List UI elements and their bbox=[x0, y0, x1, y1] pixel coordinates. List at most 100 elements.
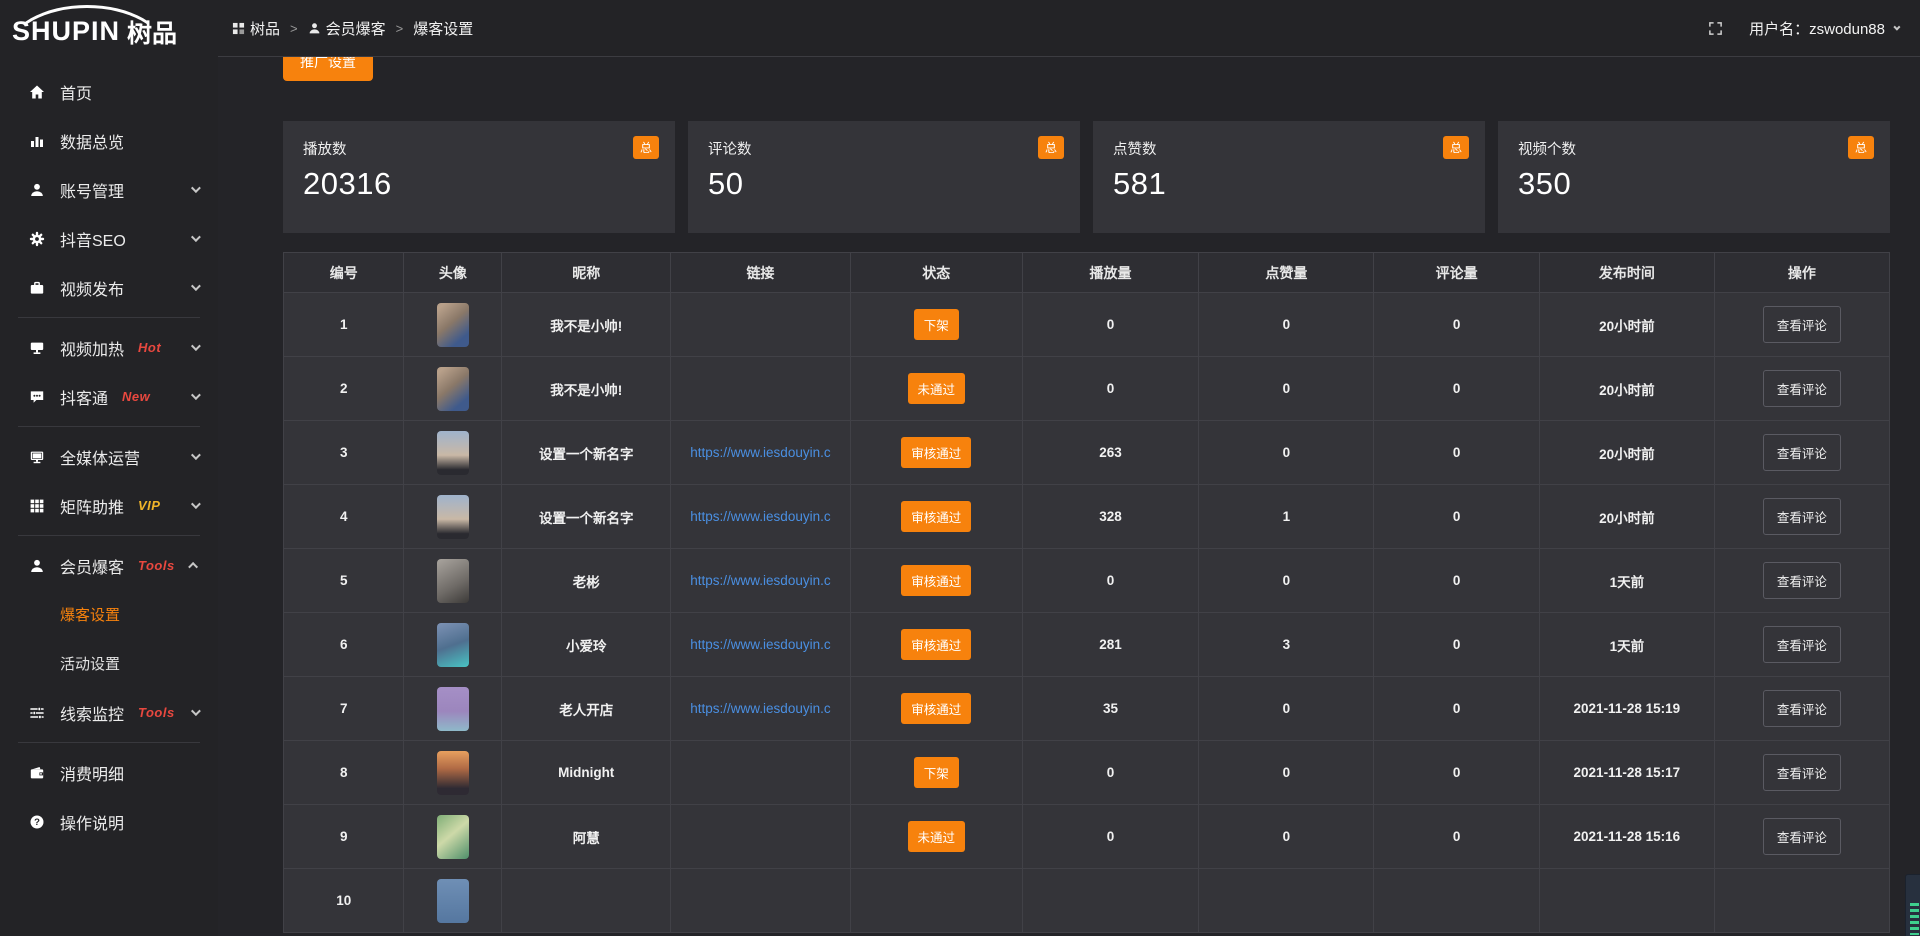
sidebar-item-label: 数据总览 bbox=[60, 134, 125, 152]
user-menu[interactable]: 用户名：zswodun88 bbox=[1749, 18, 1901, 39]
widget-bars-icon bbox=[1909, 903, 1919, 935]
cell-comments: 0 bbox=[1373, 548, 1540, 613]
col-header-nickname: 昵称 bbox=[501, 252, 672, 293]
stat-label: 播放数 bbox=[303, 142, 347, 158]
table-row: 9 阿慧 未通过 0 0 0 2021-11-28 15:16 查看评论 bbox=[282, 804, 1891, 869]
user-icon bbox=[308, 22, 321, 35]
sidebar-item-instructions[interactable]: ? 操作说明 bbox=[0, 797, 218, 846]
cell-likes: 0 bbox=[1198, 548, 1375, 613]
sidebar-item-account-management[interactable]: 账号管理 bbox=[0, 165, 218, 214]
view-comments-button[interactable]: 查看评论 bbox=[1762, 562, 1841, 599]
fullscreen-icon[interactable] bbox=[1708, 21, 1723, 36]
breadcrumb-item-current: 爆客设置 bbox=[413, 18, 473, 39]
view-comments-button[interactable]: 查看评论 bbox=[1762, 434, 1841, 471]
video-link[interactable]: https://www.iesdouyin.c bbox=[690, 573, 831, 588]
tools-tag: Tools bbox=[138, 705, 175, 720]
page-widget[interactable] bbox=[1905, 874, 1920, 936]
avatar bbox=[436, 302, 469, 347]
top-header: SHUPIN 树品 树品 > 会员爆客 > 爆客设置 bbox=[0, 0, 1920, 57]
chevron-down-icon bbox=[190, 183, 201, 194]
cell-nickname: Midnight bbox=[501, 740, 672, 805]
sidebar-subitem-baoke-settings[interactable]: 爆客设置 bbox=[60, 607, 121, 624]
cell-id: 10 bbox=[282, 868, 405, 933]
sidebar-item-lead-monitoring[interactable]: 线索监控 Tools bbox=[0, 688, 218, 737]
svg-text:?: ? bbox=[34, 817, 40, 828]
user-icon bbox=[28, 182, 46, 198]
chevron-down-icon bbox=[190, 499, 201, 510]
stat-card-comments: 评论数 总 50 bbox=[688, 121, 1080, 233]
view-comments-button[interactable]: 查看评论 bbox=[1762, 306, 1841, 343]
cell-id: 1 bbox=[282, 292, 405, 357]
view-comments-button[interactable]: 查看评论 bbox=[1762, 690, 1841, 727]
view-comments-button[interactable]: 查看评论 bbox=[1762, 626, 1841, 663]
video-link[interactable]: https://www.iesdouyin.c bbox=[690, 637, 831, 652]
user-icon bbox=[28, 558, 46, 574]
view-comments-button[interactable]: 查看评论 bbox=[1762, 370, 1841, 407]
briefcase-icon bbox=[28, 280, 46, 296]
sidebar-item-omnimedia[interactable]: 全媒体运营 bbox=[0, 432, 218, 481]
cell-nickname: 老人开店 bbox=[501, 676, 672, 741]
chevron-up-icon bbox=[188, 561, 199, 572]
cell-comments: 0 bbox=[1373, 740, 1540, 805]
cell-time: 20小时前 bbox=[1538, 356, 1715, 421]
cell-time: 20小时前 bbox=[1538, 484, 1715, 549]
cell-plays: 0 bbox=[1021, 804, 1200, 869]
monitor-icon bbox=[28, 449, 46, 465]
sidebar-item-consumption-details[interactable]: 消费明细 bbox=[0, 748, 218, 797]
view-comments-button[interactable]: 查看评论 bbox=[1762, 498, 1841, 535]
sidebar-item-doukertong[interactable]: 抖客通 New bbox=[0, 372, 218, 421]
table-row: 3 设置一个新名字 https://www.iesdouyin.c 审核通过 2… bbox=[282, 420, 1891, 485]
chevron-down-icon bbox=[190, 232, 201, 243]
sidebar-item-label: 视频加热 bbox=[60, 341, 125, 359]
breadcrumb-label: 树品 bbox=[250, 20, 281, 38]
cell-id: 6 bbox=[282, 612, 405, 677]
sliders-icon bbox=[28, 705, 46, 721]
sidebar-item-video-publish[interactable]: 视频发布 bbox=[0, 263, 218, 312]
cell-plays: 35 bbox=[1021, 676, 1200, 741]
stat-label: 评论数 bbox=[708, 142, 752, 158]
table-row: 8 Midnight 下架 0 0 0 2021-11-28 15:17 查看评… bbox=[282, 740, 1891, 805]
cell-comments: 0 bbox=[1373, 484, 1540, 549]
cell-plays: 328 bbox=[1021, 484, 1200, 549]
breadcrumb-item-member[interactable]: 会员爆客 bbox=[308, 18, 386, 39]
video-link[interactable]: https://www.iesdouyin.c bbox=[690, 509, 831, 524]
cell-likes: 0 bbox=[1198, 804, 1375, 869]
status-badge: 下架 bbox=[913, 309, 959, 340]
video-link[interactable]: https://www.iesdouyin.c bbox=[690, 445, 831, 460]
sidebar-item-matrix-boost[interactable]: 矩阵助推 VIP bbox=[0, 481, 218, 530]
tools-tag: Tools bbox=[138, 558, 175, 573]
breadcrumb-separator: > bbox=[290, 20, 298, 36]
sidebar-item-douyin-seo[interactable]: 抖音SEO bbox=[0, 214, 218, 263]
stat-value: 581 bbox=[1113, 166, 1167, 201]
sidebar-item-video-heating[interactable]: 视频加热 Hot bbox=[0, 323, 218, 372]
col-header-actions: 操作 bbox=[1713, 252, 1891, 293]
status-badge: 审核通过 bbox=[901, 565, 972, 596]
avatar bbox=[436, 878, 469, 923]
sidebar-item-data-overview[interactable]: 数据总览 bbox=[0, 116, 218, 165]
view-comments-button[interactable]: 查看评论 bbox=[1762, 754, 1841, 791]
stat-value: 50 bbox=[708, 166, 744, 201]
cell-nickname: 我不是小帅! bbox=[501, 292, 672, 357]
breadcrumb-item-home[interactable]: 树品 bbox=[232, 18, 280, 39]
total-badge: 总 bbox=[1037, 136, 1064, 159]
breadcrumb: 树品 > 会员爆客 > 爆客设置 bbox=[232, 18, 473, 39]
sidebar-item-member-baoke[interactable]: 会员爆客 Tools bbox=[0, 541, 218, 590]
sidebar-item-label: 矩阵助推 bbox=[60, 499, 125, 517]
cell-id: 5 bbox=[282, 548, 405, 613]
cell-comments: 0 bbox=[1373, 420, 1540, 485]
comment-icon bbox=[28, 389, 46, 405]
avatar bbox=[436, 686, 469, 731]
cell-plays: 0 bbox=[1021, 548, 1200, 613]
avatar bbox=[436, 558, 469, 603]
sidebar-item-label: 线索监控 bbox=[60, 706, 125, 724]
status-badge: 审核通过 bbox=[901, 693, 972, 724]
view-comments-button[interactable]: 查看评论 bbox=[1762, 818, 1841, 855]
cell-id: 3 bbox=[282, 420, 405, 485]
monitor-icon bbox=[28, 340, 46, 356]
col-header-id: 编号 bbox=[282, 252, 405, 293]
sidebar-subitem-activity-settings[interactable]: 活动设置 bbox=[60, 656, 121, 673]
avatar bbox=[436, 430, 469, 475]
video-link[interactable]: https://www.iesdouyin.c bbox=[690, 701, 831, 716]
cell-time: 1天前 bbox=[1538, 548, 1715, 613]
cell-nickname: 设置一个新名字 bbox=[501, 484, 672, 549]
